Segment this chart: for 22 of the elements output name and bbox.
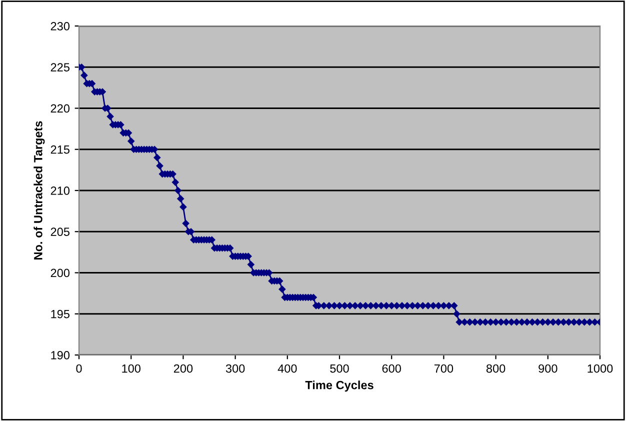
x-tick-label: 700 (434, 364, 454, 373)
y-tick-label: 225 (50, 63, 70, 72)
y-axis-title: No. of Untracked Targets (34, 121, 45, 260)
y-tick-label: 220 (50, 104, 70, 113)
y-tick-label: 215 (50, 145, 70, 154)
x-tick-label: 400 (278, 364, 297, 373)
y-tick-label: 210 (50, 186, 70, 195)
x-tick-label: 900 (538, 364, 558, 373)
x-tick-label: 600 (382, 364, 401, 373)
x-tick-label: 200 (174, 364, 193, 373)
y-tick-label: 230 (50, 22, 70, 30)
x-tick-label: 0 (76, 364, 82, 373)
y-tick-label: 205 (50, 228, 70, 236)
x-tick-label: 100 (122, 364, 140, 373)
x-tick-label: 500 (330, 364, 349, 373)
x-axis-title: Time Cycles (305, 380, 374, 392)
y-tick-label: 190 (51, 351, 70, 360)
x-tick-label: 300 (226, 364, 245, 373)
x-tick-label: 800 (486, 364, 506, 373)
y-tick-label: 195 (51, 310, 70, 318)
y-tick-label: 200 (50, 268, 70, 278)
x-tick-label: 1000 (588, 364, 613, 373)
